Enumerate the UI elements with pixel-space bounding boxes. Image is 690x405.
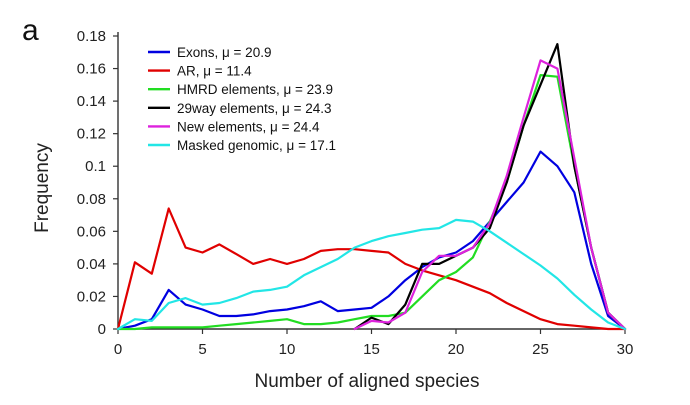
x-tick-label: 5	[198, 341, 206, 358]
x-tick-label: 20	[448, 341, 465, 358]
y-tick-label: 0.1	[85, 158, 106, 175]
x-tick-label: 30	[617, 341, 634, 358]
panel-label: a	[22, 14, 39, 47]
y-tick-label: 0.18	[77, 28, 106, 45]
series-line-6	[116, 218, 627, 331]
y-tick-label: 0.06	[77, 223, 106, 240]
y-tick-label: 0.14	[77, 93, 106, 110]
x-tick-label: 25	[532, 341, 549, 358]
legend-label-5: New elements, μ = 24.4	[177, 119, 320, 134]
legend-label-3: HMRD elements, μ = 23.9	[177, 82, 333, 97]
legend-label-6: Masked genomic, μ = 17.1	[177, 138, 336, 153]
series-line-5	[353, 59, 627, 331]
y-tick-label: 0.04	[77, 256, 106, 273]
legend-label-4: 29way elements, μ = 24.3	[177, 101, 332, 116]
x-tick-label: 10	[279, 341, 296, 358]
y-axis-title: Frequency	[32, 143, 53, 233]
y-tick-label: 0.16	[77, 61, 106, 78]
x-axis-title: Number of aligned species	[255, 371, 480, 392]
y-tick-label: 0.12	[77, 126, 106, 143]
axes: 0 0.02 0.04 0.06 0.08 0.1 0.12 0.14 0.16 0.18 0 5 10…	[77, 28, 634, 358]
legend-label-1: Exons, μ = 20.9	[177, 45, 271, 60]
series-lines	[116, 43, 627, 331]
y-tick-label: 0.08	[77, 191, 106, 208]
series-line-3	[116, 74, 627, 331]
x-tick-label: 0	[114, 341, 122, 358]
y-tick-label: 0.02	[77, 288, 106, 305]
series-line-1	[116, 150, 627, 331]
x-tick-label: 15	[363, 341, 380, 358]
legend-label-2: AR, μ = 11.4	[177, 64, 252, 79]
series-line-4	[353, 43, 627, 331]
series-line-2	[116, 207, 627, 331]
y-tick-label: 0	[98, 321, 106, 338]
legend: Exons, μ = 20.9 AR, μ = 11.4 HMRD elements…	[148, 45, 336, 153]
